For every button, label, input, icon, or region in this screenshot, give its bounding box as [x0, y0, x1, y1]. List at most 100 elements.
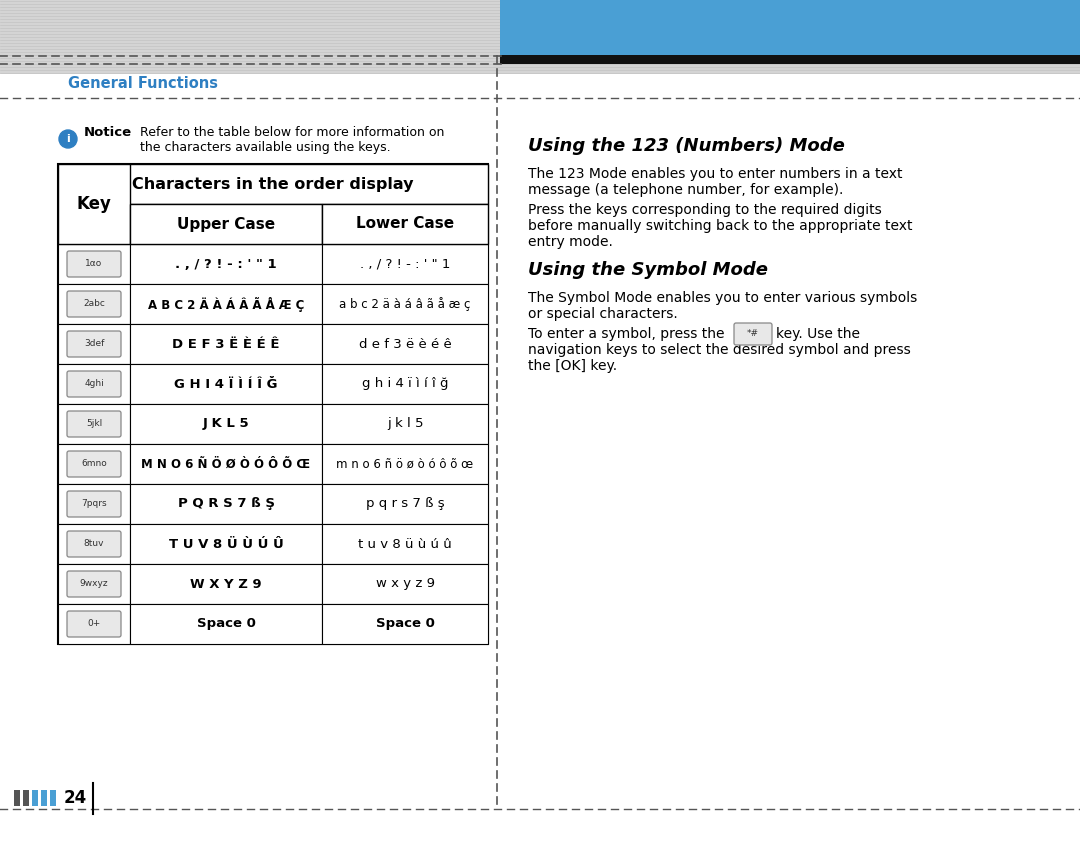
Text: Key: Key — [77, 195, 111, 213]
Text: Characters in the order display: Characters in the order display — [132, 176, 414, 192]
Text: 1αo: 1αo — [85, 259, 103, 269]
FancyBboxPatch shape — [67, 531, 121, 557]
Bar — [130, 364, 322, 404]
Text: w x y z 9: w x y z 9 — [376, 577, 434, 590]
Text: Space 0: Space 0 — [197, 618, 256, 631]
Text: before manually switching back to the appropriate text: before manually switching back to the ap… — [528, 219, 913, 233]
Text: T U V 8 Ü Ù Ú Û: T U V 8 Ü Ù Ú Û — [168, 537, 283, 550]
Text: Upper Case: Upper Case — [177, 217, 275, 232]
Bar — [58, 284, 130, 324]
FancyBboxPatch shape — [67, 571, 121, 597]
Bar — [500, 0, 1080, 56]
Bar — [23, 790, 29, 806]
Bar — [322, 444, 488, 484]
FancyBboxPatch shape — [67, 451, 121, 477]
Text: a b c 2 ä à á â ã å æ ç: a b c 2 ä à á â ã å æ ç — [339, 297, 471, 311]
Text: G H I 4 Ï Ì Í Î Ğ: G H I 4 Ï Ì Í Î Ğ — [174, 378, 278, 391]
Text: . , / ? ! - : ' " 1: . , / ? ! - : ' " 1 — [360, 257, 450, 270]
Text: m n o 6 ñ ö ø ò ó ô õ œ: m n o 6 ñ ö ø ò ó ô õ œ — [337, 458, 473, 471]
Text: message (a telephone number, for example).: message (a telephone number, for example… — [528, 183, 843, 197]
Bar — [50, 790, 56, 806]
Bar — [130, 204, 322, 244]
Text: Press the keys corresponding to the required digits: Press the keys corresponding to the requ… — [528, 203, 881, 217]
Text: i: i — [66, 134, 70, 144]
Text: General Functions: General Functions — [68, 77, 218, 92]
Text: W X Y Z 9: W X Y Z 9 — [190, 577, 261, 590]
Text: or special characters.: or special characters. — [528, 307, 678, 321]
Text: 3def: 3def — [84, 340, 104, 348]
Text: 9wxyz: 9wxyz — [80, 580, 108, 588]
Bar — [58, 164, 488, 204]
Bar — [130, 484, 322, 524]
Text: . , / ? ! - : ' " 1: . , / ? ! - : ' " 1 — [175, 257, 276, 270]
Bar — [14, 790, 21, 806]
FancyBboxPatch shape — [67, 611, 121, 637]
Bar — [130, 324, 322, 364]
Bar — [322, 324, 488, 364]
Bar — [58, 524, 130, 564]
Text: Using the 123 (Numbers) Mode: Using the 123 (Numbers) Mode — [528, 137, 845, 155]
Bar — [58, 244, 130, 284]
FancyBboxPatch shape — [67, 251, 121, 277]
Circle shape — [59, 130, 77, 148]
Text: To enter a symbol, press the: To enter a symbol, press the — [528, 327, 725, 341]
Bar — [58, 564, 130, 604]
Text: The Symbol Mode enables you to enter various symbols: The Symbol Mode enables you to enter var… — [528, 291, 917, 305]
Bar — [32, 790, 38, 806]
Bar — [322, 364, 488, 404]
Bar — [322, 244, 488, 284]
Bar — [41, 790, 48, 806]
Bar — [500, 55, 1080, 64]
Bar — [130, 444, 322, 484]
Bar — [130, 404, 322, 444]
Bar — [58, 404, 130, 444]
Bar — [58, 364, 130, 404]
Bar — [322, 524, 488, 564]
Text: navigation keys to select the desired symbol and press: navigation keys to select the desired sy… — [528, 343, 910, 357]
FancyBboxPatch shape — [67, 371, 121, 397]
Bar — [58, 164, 488, 644]
Bar — [58, 484, 130, 524]
Text: p q r s 7 ß ş: p q r s 7 ß ş — [366, 498, 444, 511]
Bar — [322, 284, 488, 324]
Text: D E F 3 Ë È É Ê: D E F 3 Ë È É Ê — [172, 338, 280, 351]
Bar — [130, 284, 322, 324]
Text: 5jkl: 5jkl — [86, 420, 103, 429]
Text: j k l 5: j k l 5 — [387, 417, 423, 430]
Text: Refer to the table below for more information on: Refer to the table below for more inform… — [140, 126, 444, 139]
FancyBboxPatch shape — [67, 331, 121, 357]
Text: *#: *# — [747, 329, 759, 339]
Bar — [322, 404, 488, 444]
Text: t u v 8 ü ù ú û: t u v 8 ü ù ú û — [359, 537, 451, 550]
Text: Space 0: Space 0 — [376, 618, 434, 631]
Bar — [130, 604, 322, 644]
Bar — [322, 604, 488, 644]
Text: 7pqrs: 7pqrs — [81, 499, 107, 509]
FancyBboxPatch shape — [67, 291, 121, 317]
Text: Using the Symbol Mode: Using the Symbol Mode — [528, 261, 768, 279]
Bar — [130, 244, 322, 284]
Text: A B C 2 Ä À Á Â Ã Å Æ Ç: A B C 2 Ä À Á Â Ã Å Æ Ç — [148, 296, 305, 312]
Text: 2abc: 2abc — [83, 300, 105, 308]
Text: 6mno: 6mno — [81, 460, 107, 468]
Text: d e f 3 ë è é ê: d e f 3 ë è é ê — [359, 338, 451, 351]
Text: J K L 5: J K L 5 — [203, 417, 249, 430]
Bar — [322, 564, 488, 604]
Bar — [0, 0, 1080, 74]
FancyBboxPatch shape — [67, 491, 121, 517]
Bar — [58, 164, 130, 244]
Text: the [OK] key.: the [OK] key. — [528, 359, 617, 373]
Bar — [322, 204, 488, 244]
Text: g h i 4 ï ì í î ğ: g h i 4 ï ì í î ğ — [362, 378, 448, 391]
Bar — [322, 484, 488, 524]
Text: 24: 24 — [64, 789, 86, 807]
Text: The 123 Mode enables you to enter numbers in a text: The 123 Mode enables you to enter number… — [528, 167, 903, 181]
Bar — [58, 604, 130, 644]
Text: 8tuv: 8tuv — [84, 539, 105, 549]
Text: M N O 6 Ñ Ö Ø Ò Ó Ô Õ Œ: M N O 6 Ñ Ö Ø Ò Ó Ô Õ Œ — [141, 458, 311, 471]
Text: 4ghi: 4ghi — [84, 379, 104, 389]
Text: the characters available using the keys.: the characters available using the keys. — [140, 141, 391, 154]
Text: Notice: Notice — [84, 126, 132, 139]
Text: key. Use the: key. Use the — [777, 327, 860, 341]
FancyBboxPatch shape — [67, 411, 121, 437]
